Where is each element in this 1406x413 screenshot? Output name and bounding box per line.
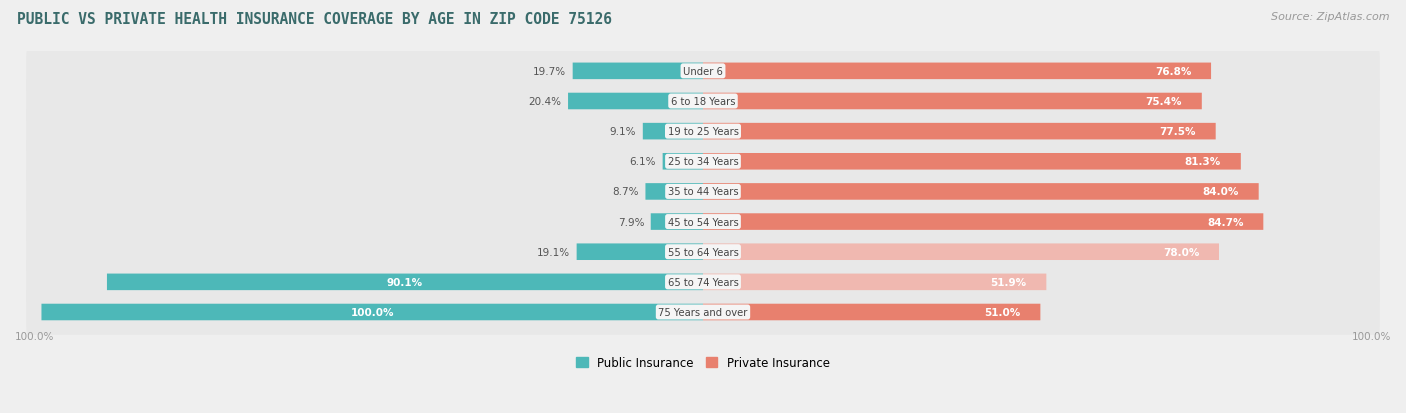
Text: 19.1%: 19.1%	[537, 247, 569, 257]
FancyBboxPatch shape	[703, 214, 1264, 230]
FancyBboxPatch shape	[572, 64, 703, 80]
FancyBboxPatch shape	[703, 304, 1040, 320]
FancyBboxPatch shape	[27, 259, 1379, 305]
FancyBboxPatch shape	[107, 274, 703, 290]
Text: 35 to 44 Years: 35 to 44 Years	[668, 187, 738, 197]
FancyBboxPatch shape	[662, 154, 703, 170]
FancyBboxPatch shape	[703, 244, 1219, 260]
FancyBboxPatch shape	[27, 109, 1379, 154]
Text: 19.7%: 19.7%	[533, 66, 567, 77]
Text: 9.1%: 9.1%	[610, 127, 636, 137]
Text: PUBLIC VS PRIVATE HEALTH INSURANCE COVERAGE BY AGE IN ZIP CODE 75126: PUBLIC VS PRIVATE HEALTH INSURANCE COVER…	[17, 12, 612, 27]
Text: 19 to 25 Years: 19 to 25 Years	[668, 127, 738, 137]
Text: 6 to 18 Years: 6 to 18 Years	[671, 97, 735, 107]
FancyBboxPatch shape	[27, 199, 1379, 245]
Text: 20.4%: 20.4%	[529, 97, 561, 107]
Text: 81.3%: 81.3%	[1185, 157, 1220, 167]
FancyBboxPatch shape	[703, 154, 1241, 170]
FancyBboxPatch shape	[27, 290, 1379, 335]
FancyBboxPatch shape	[576, 244, 703, 260]
Text: 100.0%: 100.0%	[1351, 331, 1391, 341]
Text: 75.4%: 75.4%	[1146, 97, 1182, 107]
FancyBboxPatch shape	[27, 49, 1379, 95]
Text: 77.5%: 77.5%	[1160, 127, 1197, 137]
FancyBboxPatch shape	[703, 93, 1202, 110]
Text: 45 to 54 Years: 45 to 54 Years	[668, 217, 738, 227]
Legend: Public Insurance, Private Insurance: Public Insurance, Private Insurance	[576, 356, 830, 369]
Text: 100.0%: 100.0%	[350, 307, 394, 317]
Text: 75 Years and over: 75 Years and over	[658, 307, 748, 317]
Text: 7.9%: 7.9%	[617, 217, 644, 227]
Text: 8.7%: 8.7%	[613, 187, 638, 197]
FancyBboxPatch shape	[643, 123, 703, 140]
Text: 55 to 64 Years: 55 to 64 Years	[668, 247, 738, 257]
Text: 25 to 34 Years: 25 to 34 Years	[668, 157, 738, 167]
FancyBboxPatch shape	[645, 184, 703, 200]
Text: 100.0%: 100.0%	[15, 331, 55, 341]
FancyBboxPatch shape	[703, 64, 1211, 80]
Text: 78.0%: 78.0%	[1163, 247, 1199, 257]
FancyBboxPatch shape	[568, 93, 703, 110]
FancyBboxPatch shape	[703, 184, 1258, 200]
Text: 51.0%: 51.0%	[984, 307, 1021, 317]
FancyBboxPatch shape	[703, 274, 1046, 290]
FancyBboxPatch shape	[651, 214, 703, 230]
Text: Under 6: Under 6	[683, 66, 723, 77]
Text: 84.7%: 84.7%	[1206, 217, 1243, 227]
FancyBboxPatch shape	[27, 229, 1379, 275]
Text: 65 to 74 Years: 65 to 74 Years	[668, 277, 738, 287]
Text: 51.9%: 51.9%	[990, 277, 1026, 287]
FancyBboxPatch shape	[27, 139, 1379, 185]
Text: 90.1%: 90.1%	[387, 277, 423, 287]
FancyBboxPatch shape	[703, 123, 1216, 140]
FancyBboxPatch shape	[27, 169, 1379, 215]
FancyBboxPatch shape	[41, 304, 703, 320]
Text: 84.0%: 84.0%	[1202, 187, 1239, 197]
Text: 76.8%: 76.8%	[1154, 66, 1191, 77]
FancyBboxPatch shape	[27, 79, 1379, 124]
Text: Source: ZipAtlas.com: Source: ZipAtlas.com	[1271, 12, 1389, 22]
Text: 6.1%: 6.1%	[630, 157, 657, 167]
